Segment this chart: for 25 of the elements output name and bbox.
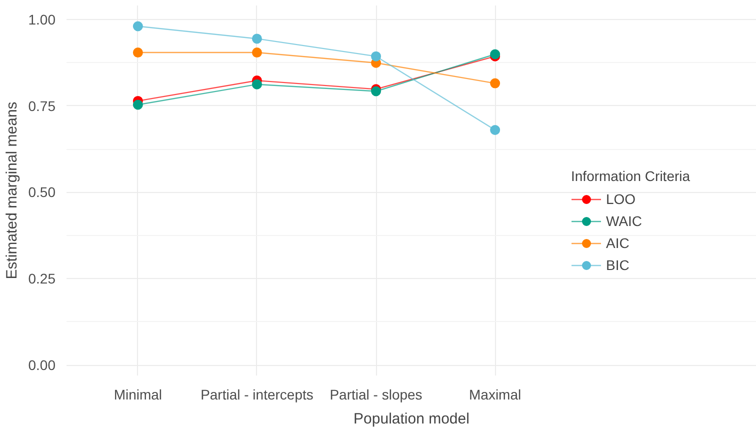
y-tick-label: 0.25	[28, 270, 56, 287]
point	[490, 78, 500, 88]
x-tick-label: Partial - intercepts	[200, 386, 314, 402]
point	[371, 51, 382, 62]
legend-label: WAIC	[606, 213, 642, 229]
x-tick-label: Partial - slopes	[330, 386, 422, 402]
x-axis-title: Population model	[354, 410, 470, 428]
y-tick-label: 0.00	[28, 357, 56, 374]
y-tick-label: 0.50	[28, 184, 56, 200]
legend-label: LOO	[606, 191, 636, 207]
x-tick-label: Minimal	[114, 386, 162, 402]
legend-title: Information Criteria	[571, 168, 690, 184]
point	[252, 79, 262, 90]
legend-label: AIC	[606, 235, 630, 251]
point	[132, 21, 143, 32]
point	[252, 48, 262, 58]
point	[490, 124, 500, 135]
point	[132, 100, 143, 110]
point	[132, 48, 143, 58]
x-tick-label: Maximal	[469, 386, 522, 402]
legend-label: BIC	[606, 257, 630, 273]
y-axis-title: Estimated marginal means	[3, 102, 20, 280]
point	[252, 34, 262, 44]
y-tick-label: 0.75	[28, 98, 56, 114]
y-tick-label: 1.00	[28, 11, 56, 28]
